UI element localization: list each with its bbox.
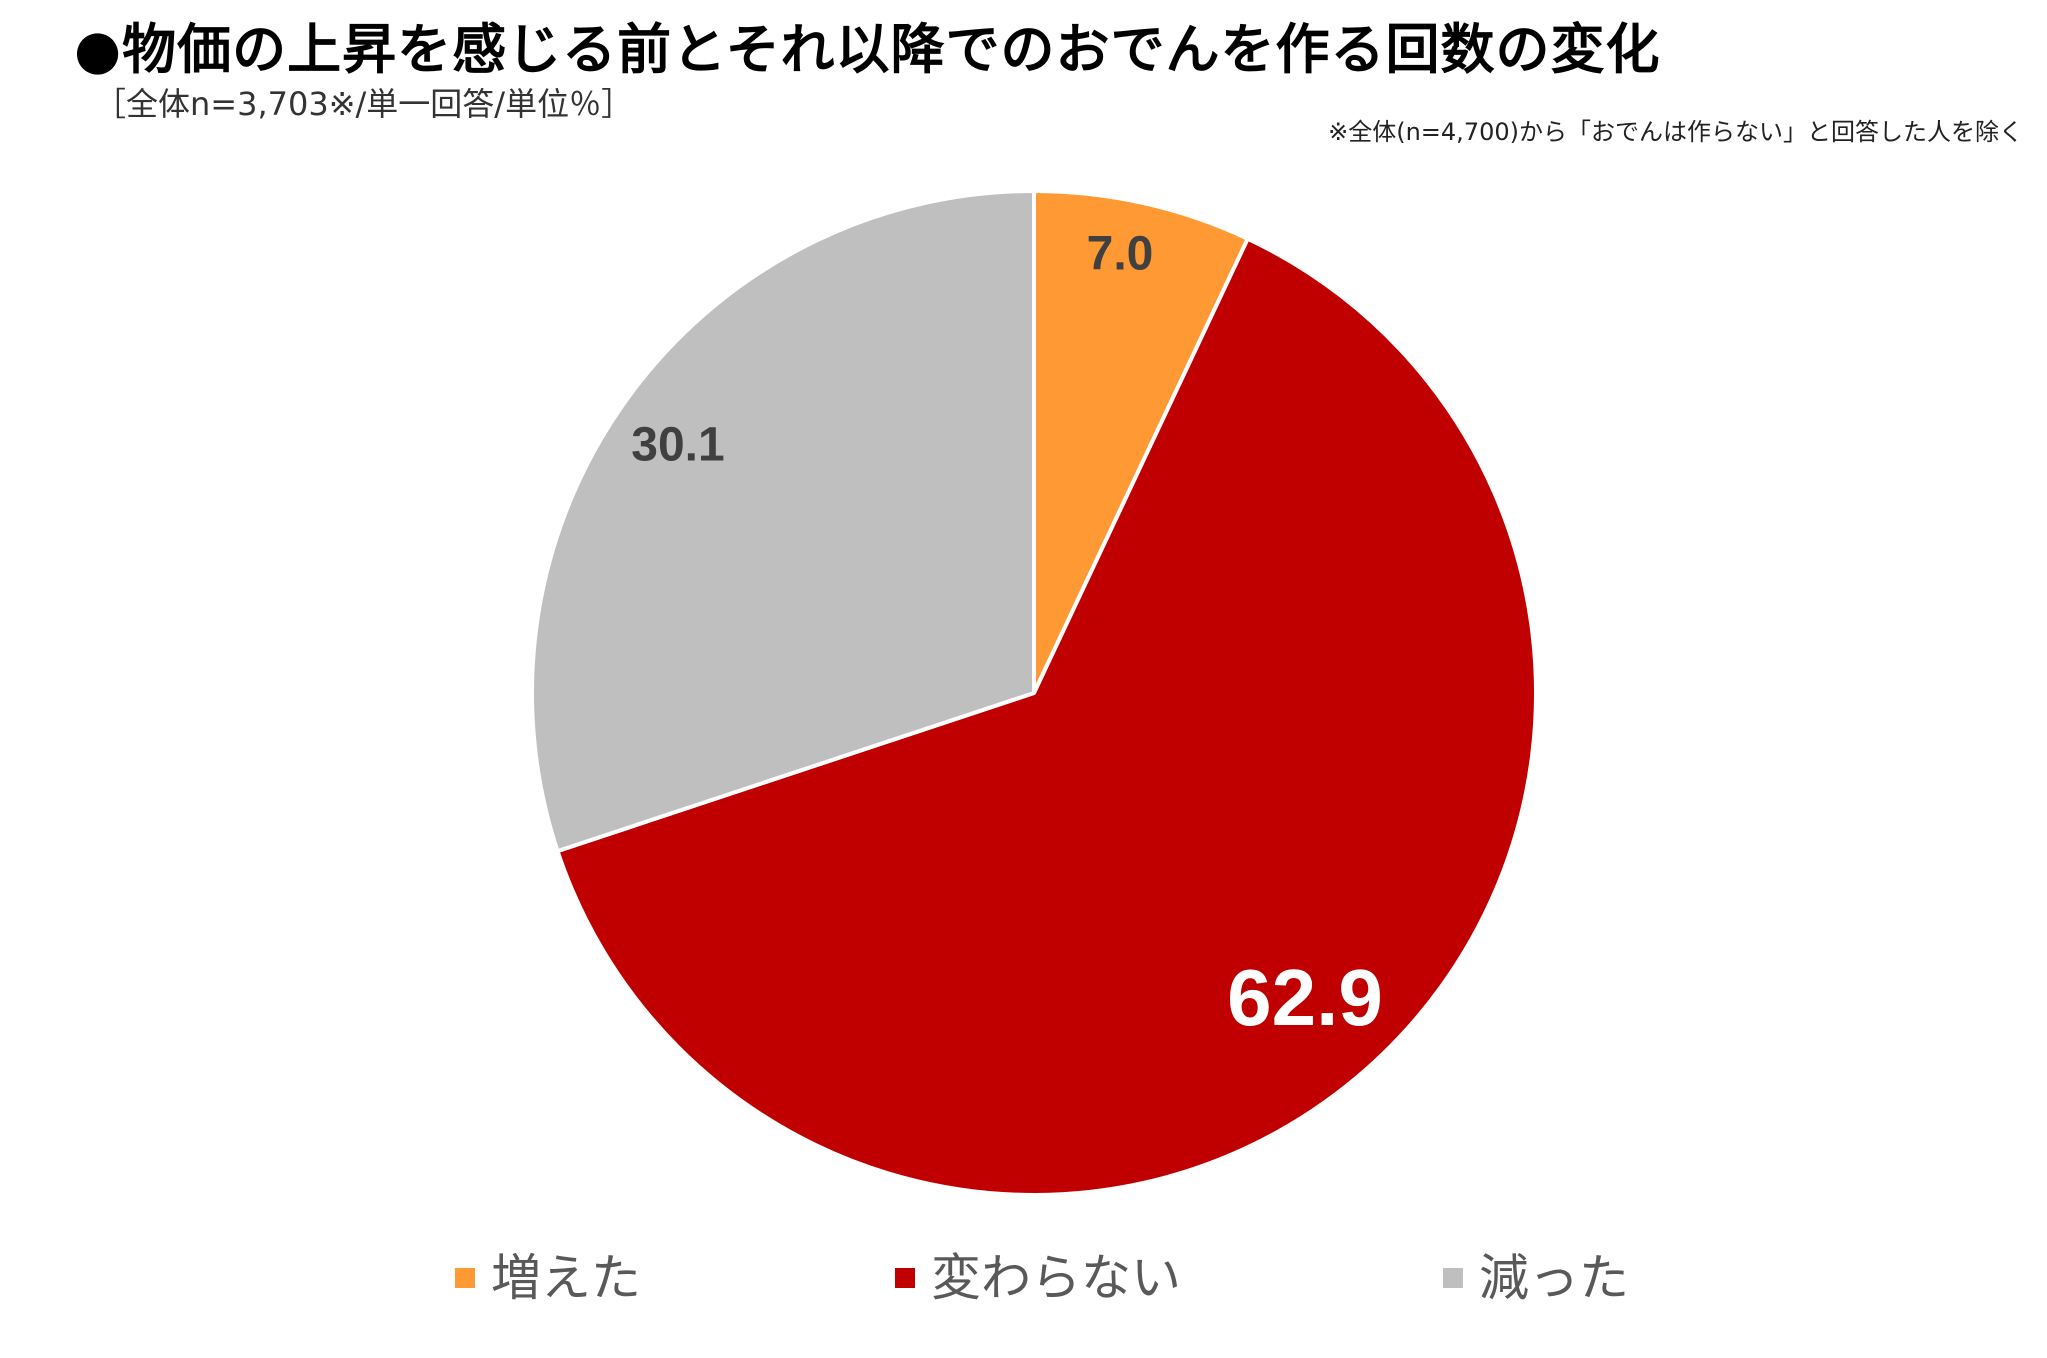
legend-swatch-unchanged — [895, 1268, 915, 1288]
legend-swatch-increased — [455, 1268, 475, 1288]
pie-slice-unchanged — [555, 236, 1538, 1197]
legend-swatch-decreased — [1443, 1268, 1463, 1288]
chart-title: ●物価の上昇を感じる前とそれ以降でのおでんを作る回数の変化 — [74, 18, 1661, 81]
data-label-increased: 7.0 — [1087, 228, 1154, 281]
legend-item-decreased: 減った — [1443, 1248, 1629, 1308]
data-label-decreased: 30.1 — [631, 419, 724, 472]
data-label-unchanged: 62.9 — [1227, 953, 1383, 1042]
legend-label-decreased: 減った — [1479, 1249, 1629, 1307]
legend-item-increased: 増えた — [455, 1248, 641, 1308]
pie-slice-increased — [1032, 189, 1250, 695]
legend-item-unchanged: 変わらない — [895, 1248, 1181, 1308]
chart-subtitle: ［全体n=3,703※/単一回答/単位％］ — [94, 85, 634, 123]
legend-label-increased: 増えた — [491, 1249, 641, 1307]
chart-footnote: ※全体(n=4,700)から「おでんは作らない」と回答した人を除く — [1328, 118, 2023, 146]
legend-label-unchanged: 変わらない — [931, 1249, 1181, 1307]
pie-slice-decreased — [530, 189, 1036, 854]
